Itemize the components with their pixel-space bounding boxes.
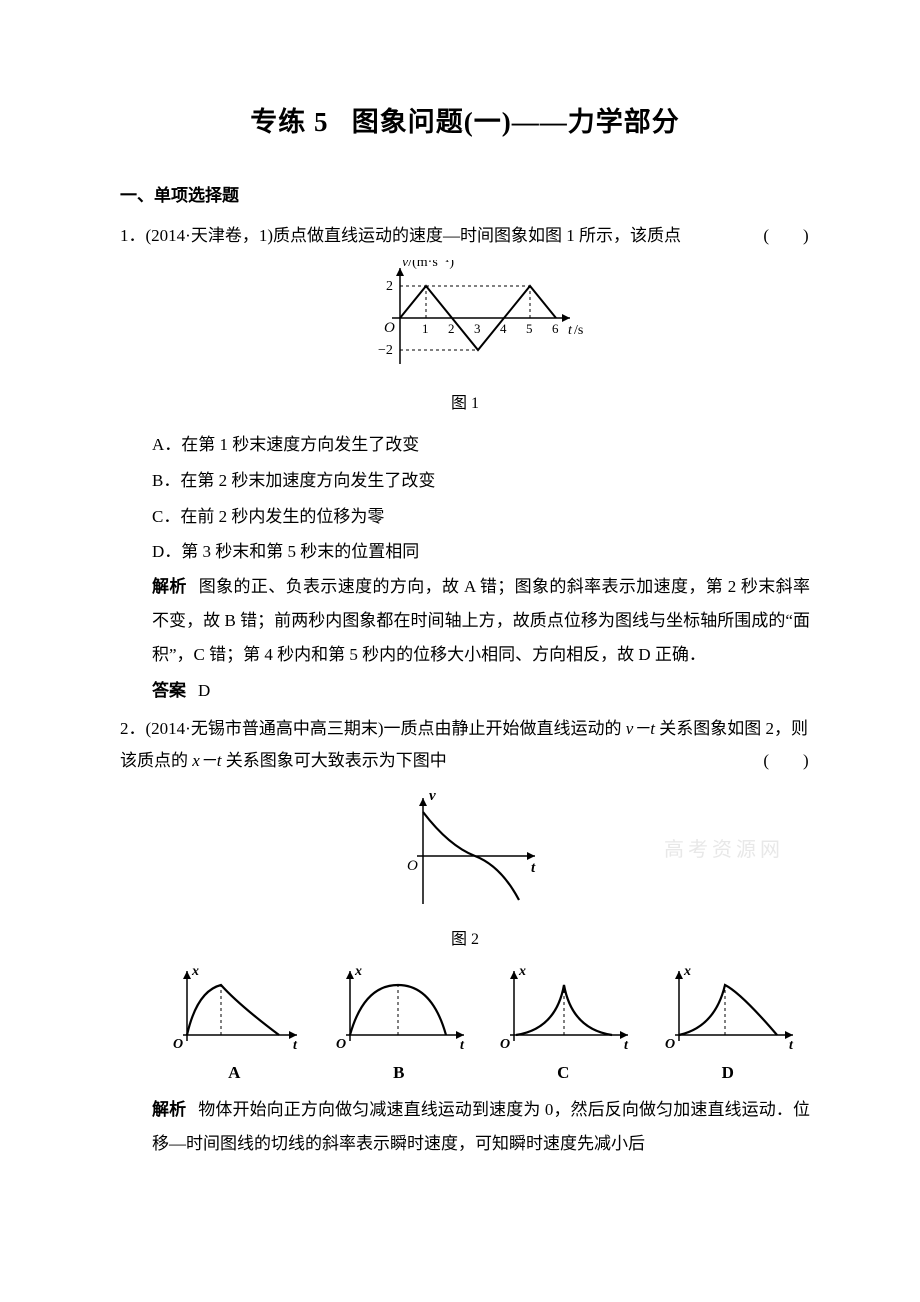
q1-figure: 2 −2 O 1 2 3 4 5 6 t/s v/(m·s⁻¹) xyxy=(120,260,810,385)
q1-analysis: 解析图象的正、负表示速度的方向，故 A 错；图象的斜率表示加速度，第 2 秒末斜… xyxy=(152,570,810,672)
q2-figure-caption: 图 2 xyxy=(120,925,810,949)
svg-text:O: O xyxy=(336,1037,346,1052)
q2-optD-label: D xyxy=(653,1063,803,1083)
q1-option-b: B．在第 2 秒末加速度方向发生了改变 xyxy=(152,463,810,499)
q2-option-c-cell: O t x C xyxy=(488,963,638,1083)
q2-optD-svg: O t x xyxy=(653,963,803,1058)
q2-source: (2014·无锡市普通高中高三期末) xyxy=(146,719,384,738)
q2-stem: 2．(2014·无锡市普通高中高三期末)一质点由静止开始做直线运动的 v－t 关… xyxy=(120,713,810,778)
svg-text:O: O xyxy=(500,1037,510,1052)
q2-option-a-cell: O t x A xyxy=(159,963,309,1083)
title-part-a: 专练 5 xyxy=(250,107,328,137)
q2-option-d-cell: O t x D xyxy=(653,963,803,1083)
q1-paren: ( ) xyxy=(762,220,810,252)
svg-text:1: 1 xyxy=(422,321,429,336)
svg-text:x: x xyxy=(683,964,691,979)
q2-stem-a: 一质点由静止开始做直线运动的 xyxy=(383,719,625,738)
q2-analysis-label: 解析 xyxy=(152,1100,186,1119)
q2-optC-label: C xyxy=(488,1063,638,1083)
q2-option-b-cell: O t x B xyxy=(324,963,474,1083)
svg-text:x: x xyxy=(354,964,362,979)
svg-text:t: t xyxy=(293,1038,298,1053)
q2-number: 2． xyxy=(120,719,146,738)
svg-text:x: x xyxy=(191,964,199,979)
svg-text:t: t xyxy=(568,323,573,338)
q2-figure: O t v xyxy=(120,786,810,921)
q1-source: (2014·天津卷，1) xyxy=(146,226,273,245)
q1-answer: 答案 D xyxy=(152,676,810,701)
svg-text:/s: /s xyxy=(574,323,583,338)
svg-text:x: x xyxy=(518,964,526,979)
q2-analysis-text: 物体开始向正方向做匀减速直线运动到速度为 0，然后反向做匀加速直线运动．位移—时… xyxy=(152,1100,810,1153)
q1-stem-text: 质点做直线运动的速度—时间图象如图 1 所示，该质点 xyxy=(273,226,681,245)
svg-text:4: 4 xyxy=(500,321,507,336)
q2-options-row: O t x A O xyxy=(120,963,810,1083)
q1-option-a: A．在第 1 秒末速度方向发生了改变 xyxy=(152,427,810,463)
question-2: 2．(2014·无锡市普通高中高三期末)一质点由静止开始做直线运动的 v－t 关… xyxy=(120,713,810,1161)
q1-analysis-text: 图象的正、负表示速度的方向，故 A 错；图象的斜率表示加速度，第 2 秒末斜率不… xyxy=(152,577,810,664)
q1-number: 1． xyxy=(120,226,146,245)
q1-option-c: C．在前 2 秒内发生的位移为零 xyxy=(152,499,810,535)
svg-text:3: 3 xyxy=(474,321,481,336)
q1-answer-value: D xyxy=(198,681,210,700)
section-heading: 一、单项选择题 xyxy=(120,181,810,206)
q1-figure-caption: 图 1 xyxy=(120,389,810,413)
svg-text:v/(m·s⁻¹): v/(m·s⁻¹) xyxy=(402,260,454,270)
svg-text:v: v xyxy=(429,788,436,804)
svg-text:O: O xyxy=(665,1037,675,1052)
svg-text:t: t xyxy=(789,1038,794,1053)
svg-text:t: t xyxy=(460,1038,465,1053)
svg-text:t: t xyxy=(624,1038,629,1053)
page-title: 专练 5 图象问题(一)——力学部分 xyxy=(120,100,810,139)
svg-text:O: O xyxy=(384,320,395,336)
svg-text:5: 5 xyxy=(526,321,533,336)
q2-optB-label: B xyxy=(324,1063,474,1083)
question-1: 1．(2014·天津卷，1)质点做直线运动的速度—时间图象如图 1 所示，该质点… xyxy=(120,220,810,701)
q2-optB-svg: O t x xyxy=(324,963,474,1058)
q2-xt: x－t xyxy=(192,751,221,770)
svg-text:t: t xyxy=(531,860,536,876)
q2-optC-svg: O t x xyxy=(488,963,638,1058)
svg-text:2: 2 xyxy=(386,279,393,294)
q1-stem: 1．(2014·天津卷，1)质点做直线运动的速度—时间图象如图 1 所示，该质点… xyxy=(120,220,810,252)
svg-text:O: O xyxy=(173,1037,183,1052)
svg-text:6: 6 xyxy=(552,321,559,336)
q1-option-d: D．第 3 秒末和第 5 秒末的位置相同 xyxy=(152,534,810,570)
q2-optA-label: A xyxy=(159,1063,309,1083)
q2-paren: ( ) xyxy=(762,745,810,777)
q1-analysis-label: 解析 xyxy=(152,577,187,596)
q2-chart-svg: O t v xyxy=(375,786,555,916)
q1-chart-svg: 2 −2 O 1 2 3 4 5 6 t/s v/(m·s⁻¹) xyxy=(340,260,590,380)
q1-answer-label: 答案 xyxy=(152,681,186,700)
svg-text:O: O xyxy=(407,858,418,874)
q2-optA-svg: O t x xyxy=(159,963,309,1058)
q2-analysis: 解析物体开始向正方向做匀减速直线运动到速度为 0，然后反向做匀加速直线运动．位移… xyxy=(120,1093,810,1161)
title-part-b: 图象问题(一)——力学部分 xyxy=(352,107,680,137)
q2-stem-c: 关系图象可大致表示为下图中 xyxy=(222,751,447,770)
svg-text:−2: −2 xyxy=(378,343,393,358)
svg-text:2: 2 xyxy=(448,321,455,336)
q2-vt: v－t xyxy=(626,719,655,738)
